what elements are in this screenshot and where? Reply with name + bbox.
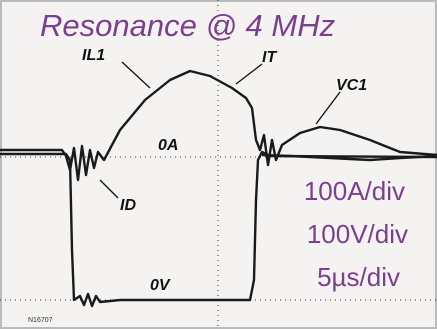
scale-label: 5µs/div <box>317 262 400 292</box>
scale-label: 100A/div <box>304 176 405 206</box>
trace-label: ID <box>120 197 136 214</box>
level-label: 0V <box>150 277 171 294</box>
scope-screenshot: Resonance @ 4 MHz IL1 IT VC1 ID 0A 0V 10… <box>0 0 437 329</box>
trace-label: IT <box>262 49 277 66</box>
scale-label: 100V/div <box>307 219 408 249</box>
title: Resonance @ 4 MHz <box>40 8 336 43</box>
level-label: 0A <box>158 137 178 154</box>
trace-label: VC1 <box>336 77 367 94</box>
footer: N16707 <box>28 317 53 324</box>
trace-label: IL1 <box>82 47 105 64</box>
